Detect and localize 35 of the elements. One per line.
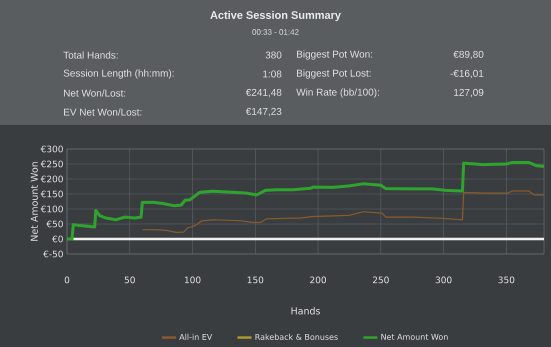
y-tick-label: €100 [40,206,63,212]
text: Biggest Pot Won: [297,50,372,60]
x-tick-label: 350 [498,276,514,284]
x-tick-label: 300 [436,276,452,284]
y-tick-label: €300 [40,146,63,152]
text: EV Net Won/Lost: [64,108,142,116]
y-tick-label: €0 [52,236,63,242]
chart-title: Active Session Summary [210,10,341,22]
text: 380 [266,51,282,59]
y-tick-label: €-50 [43,250,63,258]
x-tick-label: 150 [248,276,264,284]
text: €147,23 [246,108,282,116]
y-axis-title: Net Amount Won [30,162,38,241]
text: Session Length (hh:mm): [64,69,174,79]
line-series [142,190,544,233]
text: Biggest Pot Lost: [297,69,371,79]
x-tick-label: 50 [124,276,135,284]
text: €241,48 [246,88,282,98]
y-tick-label: €200 [40,176,63,182]
y-tick-label: €250 [40,160,63,168]
x-tick-label: 0 [64,276,70,284]
text: Win Rate (bb/100): [296,88,379,98]
x-tick-label: 100 [184,276,200,284]
x-tick-label: 250 [372,276,389,284]
x-axis-title: Hands [292,307,320,314]
y-tick-label: €50 [46,220,63,228]
y-tick-label: €150 [40,190,63,198]
text: 1:08 [263,70,282,78]
text: 127,09 [454,88,484,98]
text: -€16,01 [450,70,484,78]
text: €89,80 [453,50,484,60]
line-series [67,161,544,240]
x-tick-label: 200 [310,276,326,284]
text: Total Hands: [63,51,118,59]
text: Net Won/Lost: [64,89,126,97]
